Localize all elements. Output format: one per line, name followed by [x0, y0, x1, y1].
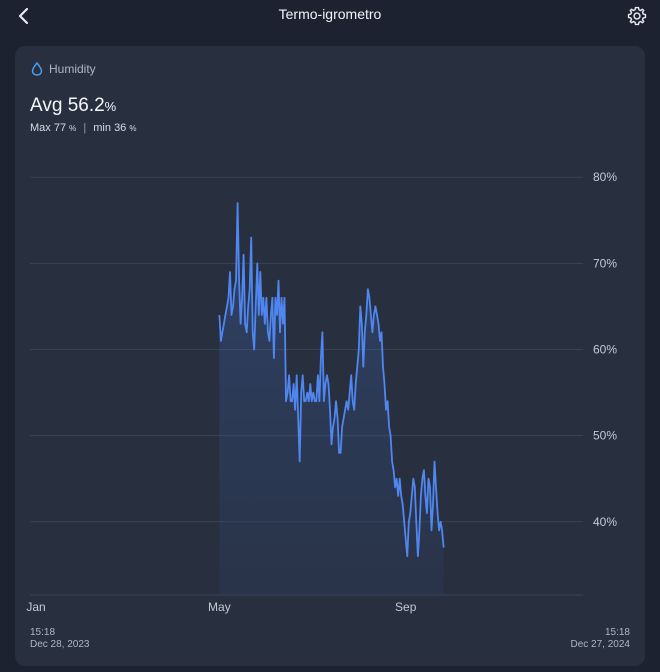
average-readout: Avg 56.2%	[30, 95, 116, 117]
y-tick-label: 70%	[593, 256, 617, 270]
water-drop-icon	[31, 62, 43, 76]
y-tick-label: 80%	[593, 170, 617, 184]
humidity-series-line	[218, 202, 445, 558]
avg-label: Avg	[30, 95, 63, 116]
settings-button[interactable]	[626, 5, 648, 27]
metric-label: Humidity	[49, 62, 96, 76]
y-tick-label: 60%	[593, 343, 617, 357]
y-tick-label: 40%	[593, 515, 617, 529]
humidity-area-fill	[219, 203, 444, 595]
min-unit: %	[129, 124, 137, 133]
page-title: Termo-igrometro	[278, 6, 382, 22]
max-label: Max	[30, 122, 51, 134]
gear-icon	[627, 6, 647, 26]
chevron-left-icon	[18, 7, 29, 25]
avg-unit: %	[104, 99, 117, 114]
separator: |	[83, 122, 87, 134]
end-time: 15:18	[604, 627, 630, 638]
min-max-readout: Max 77 % | min 36 %	[30, 122, 137, 134]
min-label: min	[93, 122, 111, 134]
top-bar: Termo-igrometro	[0, 0, 660, 40]
avg-value: 56.2	[67, 95, 105, 116]
x-tick-label: Jan	[26, 600, 45, 614]
max-value: 77	[53, 122, 67, 134]
y-tick-label: 50%	[593, 429, 617, 443]
range-start: 15:18 Dec 28, 2023	[30, 627, 90, 651]
back-button[interactable]	[12, 4, 36, 28]
x-tick-label: Sep	[395, 600, 417, 614]
min-value: 36	[114, 122, 127, 134]
start-time: 15:18	[30, 627, 56, 638]
metric-header: Humidity	[31, 62, 96, 76]
end-date: Dec 27, 2024	[570, 639, 631, 650]
range-end: 15:18 Dec 27, 2024	[571, 627, 631, 651]
start-date: Dec 28, 2023	[30, 639, 90, 650]
max-unit: %	[69, 124, 77, 133]
x-tick-label: May	[208, 600, 231, 614]
